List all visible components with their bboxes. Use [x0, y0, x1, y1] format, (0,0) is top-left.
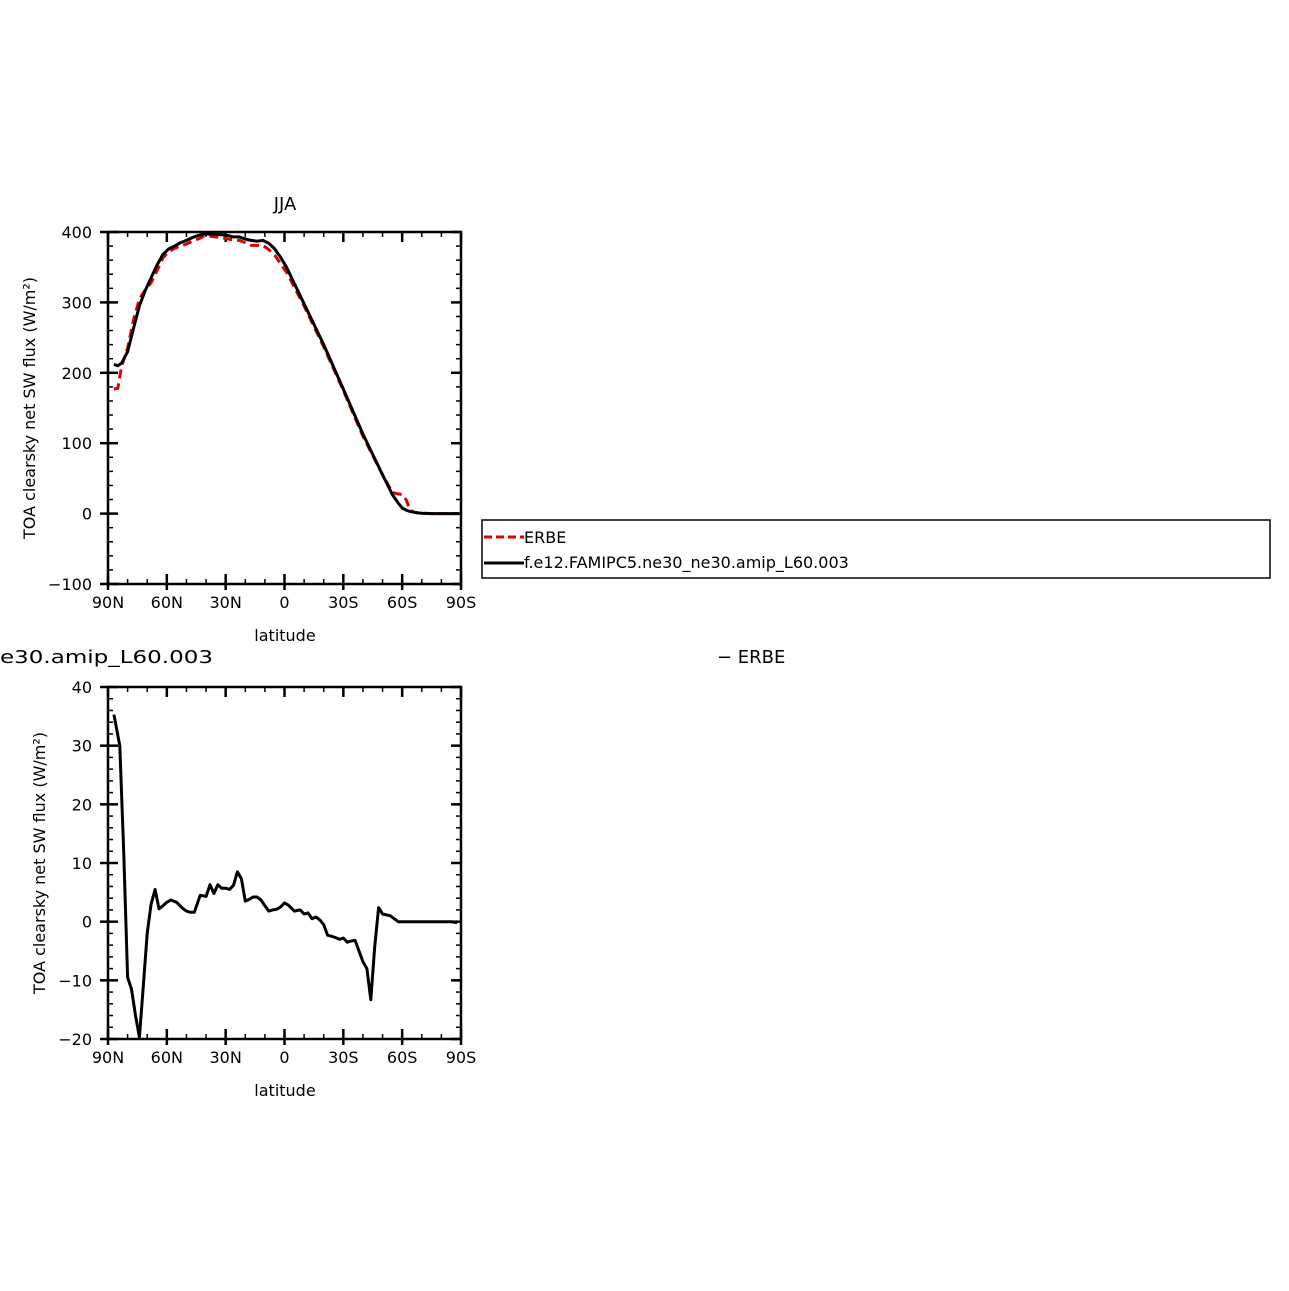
top-y-tick-label: −100: [48, 575, 92, 594]
top-panel: JJA 90N 60N 30N 0 30S 60S 90S −100 0 100 200 300 40…: [20, 194, 476, 645]
bottom-series-difference: [112, 714, 458, 1039]
bottom-y-tick-label: 40: [72, 678, 92, 697]
bottom-y-tick-label: −20: [58, 1030, 92, 1049]
top-y-tick-label: 0: [82, 505, 92, 524]
bottom-tick-layer: [100, 685, 463, 1045]
top-x-tick-label: 60N: [151, 593, 183, 612]
top-x-tick-label: 30N: [210, 593, 242, 612]
bottom-panel: e30.amip_L60.003 − ERBE 90N 60N 30N 0 30S 60S…: [0, 647, 785, 1100]
top-y-tick-label: 200: [61, 364, 92, 383]
bottom-series-layer: [112, 714, 458, 1039]
top-y-tick-labels: −100 0 100 200 300 400: [48, 223, 92, 594]
legend: ERBE f.e12.FAMIPC5.ne30_ne30.amip_L60.00…: [481, 519, 1271, 579]
legend-box: [481, 519, 1271, 579]
top-chart-title: JJA: [273, 194, 297, 215]
bottom-x-axis-label: latitude: [254, 1081, 315, 1100]
bottom-x-tick-label: 60N: [151, 1048, 183, 1067]
bottom-y-tick-labels: −20 −10 0 10 20 30 40: [58, 678, 92, 1049]
bottom-y-tick-label: 30: [72, 737, 92, 756]
top-x-tick-labels: 90N 60N 30N 0 30S 60S 90S: [92, 593, 476, 612]
bottom-x-tick-label: 0: [279, 1048, 289, 1067]
bottom-x-tick-label: 30S: [328, 1048, 359, 1067]
bottom-plot-frame: [106, 685, 463, 1041]
bottom-x-tick-label: 90S: [446, 1048, 477, 1067]
top-series-erbe: [113, 234, 459, 516]
top-x-tick-label: 30S: [328, 593, 359, 612]
bottom-x-tick-label: 90N: [92, 1048, 124, 1067]
bottom-y-tick-label: 20: [72, 795, 92, 814]
bottom-y-tick-label: 10: [72, 854, 92, 873]
bottom-y-tick-label: 0: [82, 913, 92, 932]
top-x-tick-label: 60S: [387, 593, 418, 612]
top-x-tick-label: 0: [279, 593, 289, 612]
top-y-tick-label: 400: [61, 223, 92, 242]
top-series-layer: [113, 232, 459, 516]
top-y-tick-label: 100: [61, 434, 92, 453]
top-x-tick-label: 90N: [92, 593, 124, 612]
top-x-axis-label: latitude: [254, 626, 315, 645]
bottom-chart-title-left: e30.amip_L60.003: [0, 647, 213, 668]
bottom-y-axis-label: TOA clearsky net SW flux (W/m²): [30, 732, 49, 995]
top-y-axis-label: TOA clearsky net SW flux (W/m²): [20, 277, 39, 540]
top-y-tick-label: 300: [61, 293, 92, 312]
top-series-f-e12-famipc5-ne30-ne30-amip-l60-003: [113, 232, 459, 516]
top-x-tick-label: 90S: [446, 593, 477, 612]
bottom-y-tick-label: −10: [58, 971, 92, 990]
bottom-x-tick-label: 30N: [210, 1048, 242, 1067]
top-tick-layer: [100, 230, 463, 590]
bottom-chart-title-right: − ERBE: [717, 647, 785, 668]
top-plot-frame: [106, 230, 463, 586]
legend-label-model: f.e12.FAMIPC5.ne30_ne30.amip_L60.003: [524, 553, 849, 573]
bottom-x-tick-label: 60S: [387, 1048, 418, 1067]
bottom-x-tick-labels: 90N 60N 30N 0 30S 60S 90S: [92, 1048, 476, 1067]
legend-label-erbe: ERBE: [524, 528, 566, 547]
